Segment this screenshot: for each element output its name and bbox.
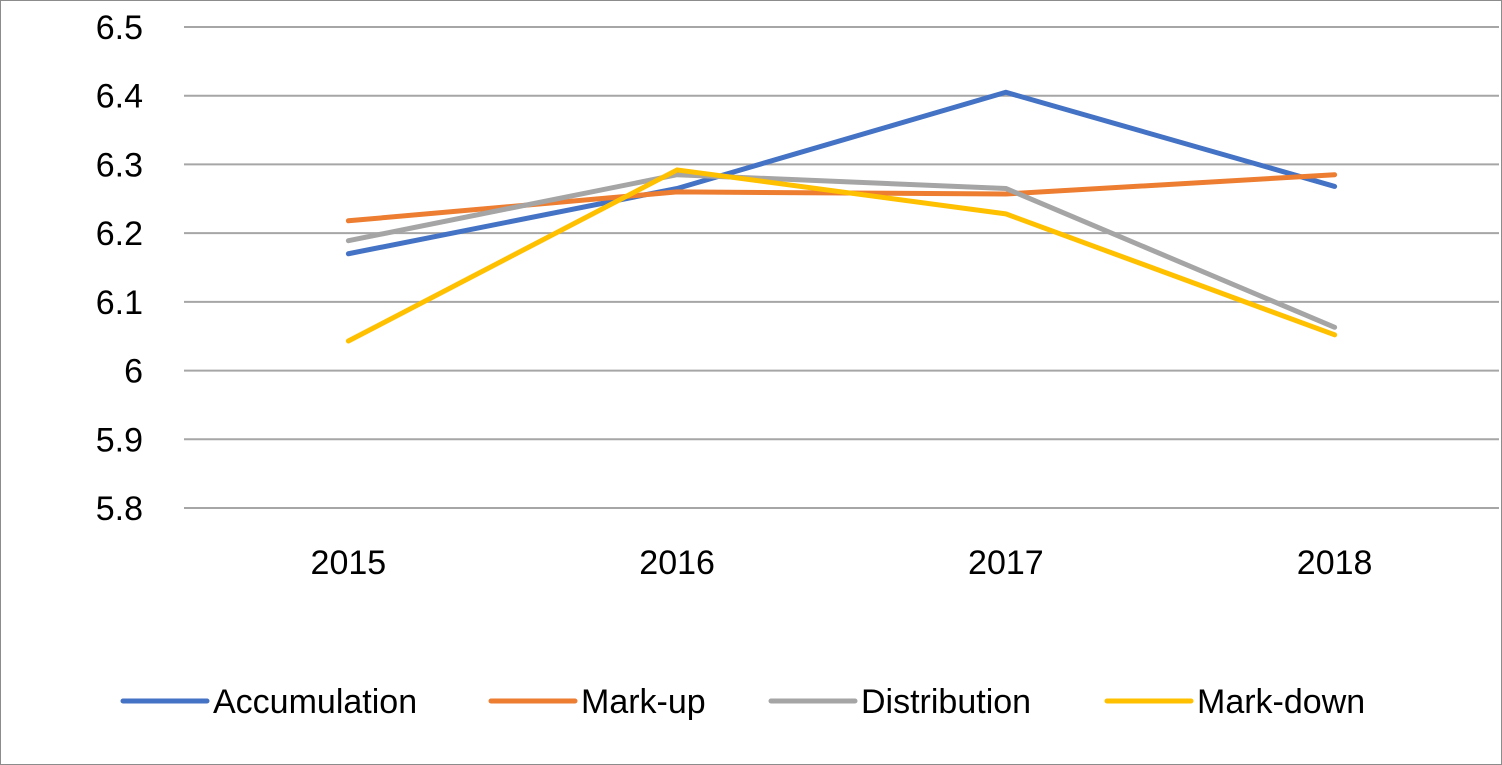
legend-item: Accumulation <box>120 683 417 721</box>
legend-label: Mark-down <box>1197 683 1365 721</box>
legend-label: Distribution <box>861 683 1031 721</box>
gridlines <box>184 26 1499 509</box>
legend-label: Accumulation <box>213 683 417 721</box>
y-tick-label: 5.9 <box>96 421 143 459</box>
y-tick-label: 6.1 <box>96 284 143 322</box>
x-tick-label: 2018 <box>1297 544 1373 582</box>
y-tick-label: 6.3 <box>96 146 143 184</box>
y-tick-label: 6.5 <box>96 9 143 47</box>
series-line-accumulation <box>345 89 1338 257</box>
y-tick-label: 6.4 <box>96 78 143 116</box>
series-line-distribution <box>345 172 1338 330</box>
series-lines <box>345 89 1338 344</box>
y-tick-label: 6 <box>124 353 143 391</box>
legend: Accumulation Mark-up Distribution Mark-down <box>120 683 1365 721</box>
y-tick-label: 5.8 <box>96 490 143 528</box>
series-line-mark-down <box>345 167 1338 344</box>
x-axis-ticks: 2015 2016 2017 2018 <box>311 544 1373 582</box>
x-tick-label: 2017 <box>968 544 1044 582</box>
y-axis-ticks: 5.8 5.9 6 6.1 6.2 6.3 6.4 6.5 <box>96 9 143 528</box>
x-tick-label: 2015 <box>311 544 387 582</box>
legend-item: Mark-down <box>1104 683 1365 721</box>
legend-item: Mark-up <box>488 683 706 721</box>
legend-item: Distribution <box>768 683 1031 721</box>
x-tick-label: 2016 <box>639 544 715 582</box>
legend-label: Mark-up <box>581 683 706 721</box>
y-tick-label: 6.2 <box>96 215 143 253</box>
